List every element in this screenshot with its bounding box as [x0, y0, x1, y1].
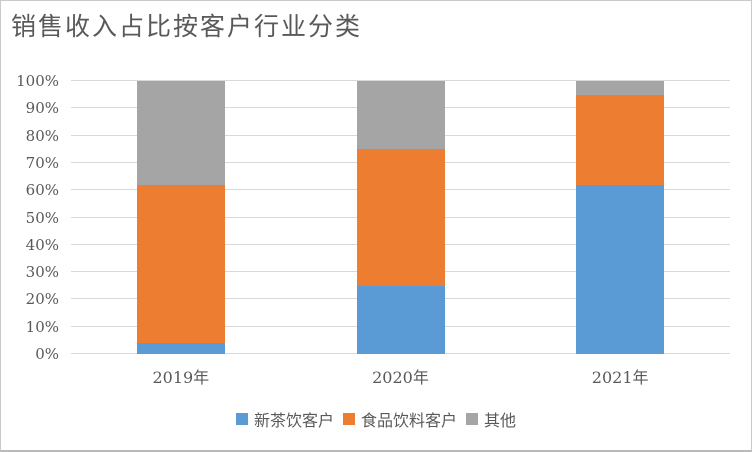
- y-axis-tick-label: 20%: [25, 290, 59, 309]
- legend-item: 食品饮料客户: [342, 407, 457, 431]
- bar-segment: [356, 285, 445, 354]
- stacked-bar: [136, 81, 225, 354]
- bar-segment: [136, 184, 225, 344]
- legend-swatch-icon: [235, 413, 248, 425]
- y-axis-tick-label: 100%: [16, 72, 59, 90]
- x-axis-tick-label: 2020年: [372, 368, 429, 387]
- y-axis-tick-label: 50%: [25, 208, 59, 227]
- y-axis-tick-label: 90%: [25, 99, 59, 118]
- y-axis-tick-label: 0%: [35, 345, 59, 363]
- y-axis-tick-label: 10%: [25, 317, 59, 336]
- bar-segment: [576, 184, 665, 354]
- legend-label: 食品饮料客户: [360, 411, 457, 430]
- x-axis-tick-label: 2019年: [152, 368, 210, 387]
- stacked-bar: [576, 81, 665, 354]
- y-axis-tick-label: 30%: [25, 263, 59, 282]
- legend-item: 其他: [466, 407, 516, 431]
- y-axis-tick-label: 80%: [25, 126, 59, 145]
- bar-segment: [356, 149, 445, 286]
- y-axis-tick-label: 40%: [25, 235, 59, 254]
- legend-swatch-icon: [342, 413, 355, 425]
- y-axis-tick-label: 70%: [25, 153, 59, 172]
- chart-title: 销售收入占比按客户行业分类: [11, 12, 363, 41]
- bar-segment: [576, 81, 665, 95]
- bar-segment: [136, 343, 225, 354]
- legend: 新茶饮客户 食品饮料客户 其他: [1, 407, 751, 431]
- legend-label: 其他: [484, 411, 517, 430]
- legend-item: 新茶饮客户: [235, 407, 334, 431]
- x-axis-tick-label: 2021年: [591, 368, 649, 387]
- legend-swatch-icon: [466, 413, 478, 425]
- bar-segment: [356, 81, 445, 150]
- y-axis-tick-label: 60%: [25, 181, 59, 200]
- stacked-bar: [356, 81, 445, 354]
- plot-area: [71, 80, 730, 354]
- bar-segment: [136, 81, 225, 185]
- bar-segment: [576, 94, 665, 185]
- gridline: [71, 80, 730, 81]
- legend-label: 新茶饮客户: [253, 411, 334, 430]
